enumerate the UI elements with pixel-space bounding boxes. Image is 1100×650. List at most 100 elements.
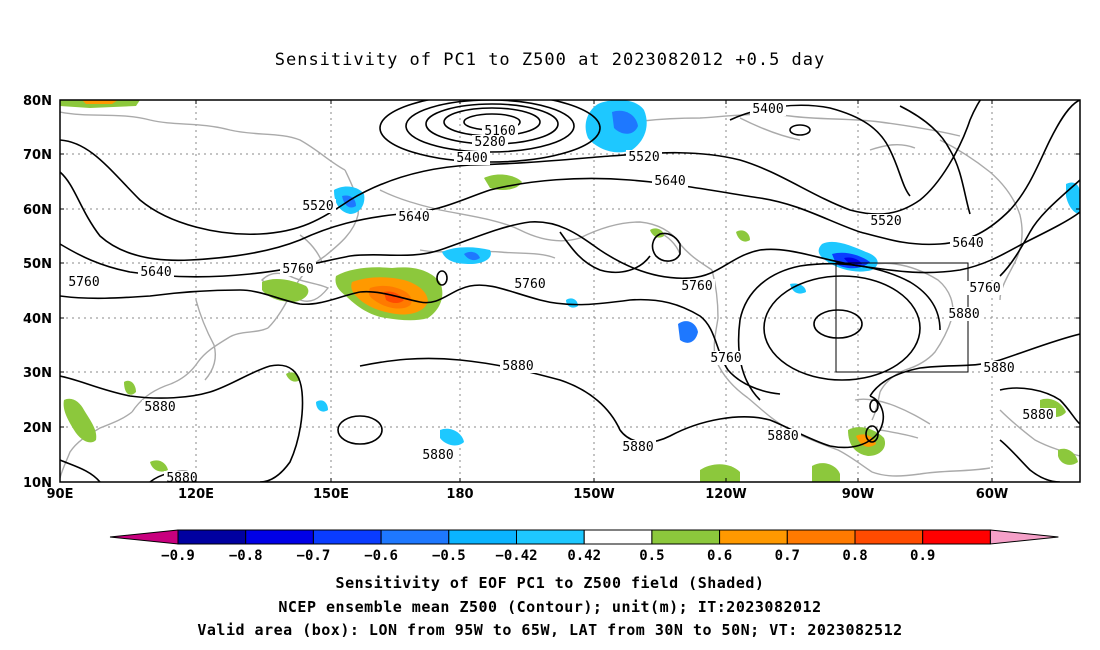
colorbar-label: −0.5 — [432, 548, 466, 564]
sensitivity-shading — [60, 100, 1080, 482]
contour-label: 5520 — [870, 214, 901, 229]
lon-tick-label: 180 — [446, 487, 473, 502]
contour-label: 5880 — [1022, 408, 1053, 423]
contour-label: 5880 — [144, 400, 175, 415]
lon-tick-label: 120E — [178, 487, 214, 502]
contour-label: 5880 — [767, 429, 798, 444]
colorbar-segment — [448, 529, 517, 545]
map-background — [60, 100, 1080, 482]
contour-label-bg — [626, 150, 662, 164]
contour-label-bg — [164, 471, 200, 482]
contour-label: 5880 — [422, 448, 453, 463]
contour-label-bg — [679, 279, 715, 293]
contour-labels: 5160528054005400552055205520564056405640… — [66, 102, 1056, 486]
longitude-axis: 90E 120E 150E 180 150W 120W 90W 60W — [47, 487, 1009, 502]
contour-label-bg — [66, 275, 102, 289]
colorbar-segment — [786, 529, 856, 545]
contour-label-bg — [1020, 408, 1056, 422]
colorbar-label: 0.7 — [775, 548, 800, 564]
colorbar-label: −0.6 — [364, 548, 398, 564]
colorbar-segment — [922, 529, 991, 545]
colorbar-segment — [245, 529, 314, 545]
colorbar-segment — [854, 529, 924, 545]
contour-label-bg — [138, 265, 174, 279]
colorbar-labels: −0.9 −0.8 −0.7 −0.6 −0.5 −0.42 0.42 0.5 0.6 0.7 0.… — [161, 548, 935, 564]
colorbar — [109, 529, 1059, 545]
lon-tick-label: 150W — [573, 487, 614, 502]
colorbar-label: −0.42 — [495, 548, 537, 564]
caption-line-3: Valid area (box): LON from 95W to 65W, L… — [197, 621, 903, 639]
contour-label-bg — [420, 448, 456, 462]
lat-tick-label: 20N — [23, 421, 52, 436]
contour-label-bg — [967, 281, 1003, 295]
contour-label: 5760 — [514, 277, 545, 292]
latitude-axis: 80N 70N 60N 50N 40N 30N 20N 10N — [23, 94, 52, 491]
lon-tick-label: 60W — [976, 487, 1008, 502]
lat-tick-label: 70N — [23, 148, 52, 163]
colorbar-segment — [516, 529, 585, 545]
contour-label: 5880 — [983, 361, 1014, 376]
colorbar-segment — [312, 529, 382, 545]
tick-marks — [59, 99, 1080, 483]
lon-tick-label: 120W — [705, 487, 746, 502]
contour-label-bg — [454, 151, 490, 165]
colorbar-segment — [177, 529, 247, 545]
contour-label: 5760 — [282, 262, 313, 277]
contour-label: 5760 — [710, 351, 741, 366]
colorbar-segment — [651, 529, 721, 545]
colorbar-segment — [380, 529, 450, 545]
caption-line-1: Sensitivity of EOF PC1 to Z500 field (Sh… — [335, 574, 765, 592]
lat-tick-label: 30N — [23, 366, 52, 381]
colorbar-arrow-high — [989, 529, 1059, 545]
colorbar-label: 0.8 — [842, 548, 867, 564]
contour-label-bg — [142, 400, 178, 414]
contour-label: 5400 — [752, 102, 783, 117]
contour-label: 5880 — [166, 471, 197, 486]
contour-label-bg — [950, 236, 986, 250]
contour-label-bg — [512, 277, 548, 291]
contour-label: 5520 — [628, 150, 659, 165]
lat-tick-label: 10N — [23, 476, 52, 491]
lat-tick-label: 50N — [23, 257, 52, 272]
colorbar-arrow-low — [109, 529, 179, 545]
contour-label: 5280 — [474, 135, 505, 150]
colorbar-segment — [583, 529, 653, 545]
contour-label: 5760 — [969, 281, 1000, 296]
contour-label-bg — [868, 214, 904, 228]
contour-label-bg — [482, 124, 518, 138]
coastlines — [60, 111, 1080, 479]
lon-tick-label: 150E — [313, 487, 349, 502]
contour-label-bg — [500, 359, 536, 373]
contour-label: 5520 — [302, 199, 333, 214]
contour-label: 5760 — [681, 279, 712, 294]
caption-line-2: NCEP ensemble mean Z500 (Contour); unit(… — [278, 598, 822, 616]
contour-label-bg — [946, 307, 982, 321]
contour-label-bg — [652, 174, 688, 188]
contour-label-bg — [765, 429, 801, 443]
colorbar-label: 0.6 — [707, 548, 732, 564]
contour-label: 5640 — [654, 174, 685, 189]
contour-label: 5760 — [68, 275, 99, 290]
colorbar-label: 0.42 — [567, 548, 601, 564]
lat-tick-label: 40N — [23, 312, 52, 327]
lat-tick-label: 80N — [23, 94, 52, 109]
lon-tick-label: 90E — [47, 487, 74, 502]
contour-label-bg — [472, 135, 508, 149]
lat-tick-label: 60N — [23, 203, 52, 218]
contour-label-bg — [708, 351, 744, 365]
contour-label-bg — [981, 361, 1017, 375]
contour-label: 5640 — [952, 236, 983, 251]
contour-label: 5880 — [622, 440, 653, 455]
contour-label: 5640 — [398, 210, 429, 225]
contour-label-bg — [750, 102, 786, 116]
colorbar-segment — [719, 529, 788, 545]
lon-tick-label: 90W — [842, 487, 874, 502]
contour-label-bg — [280, 262, 316, 276]
contour-label: 5640 — [140, 265, 171, 280]
colorbar-label: −0.7 — [297, 548, 331, 564]
map-frame — [59, 99, 1081, 483]
colorbar-label: −0.8 — [229, 548, 263, 564]
colorbar-label: 0.9 — [910, 548, 935, 564]
colorbar-label: 0.5 — [639, 548, 664, 564]
